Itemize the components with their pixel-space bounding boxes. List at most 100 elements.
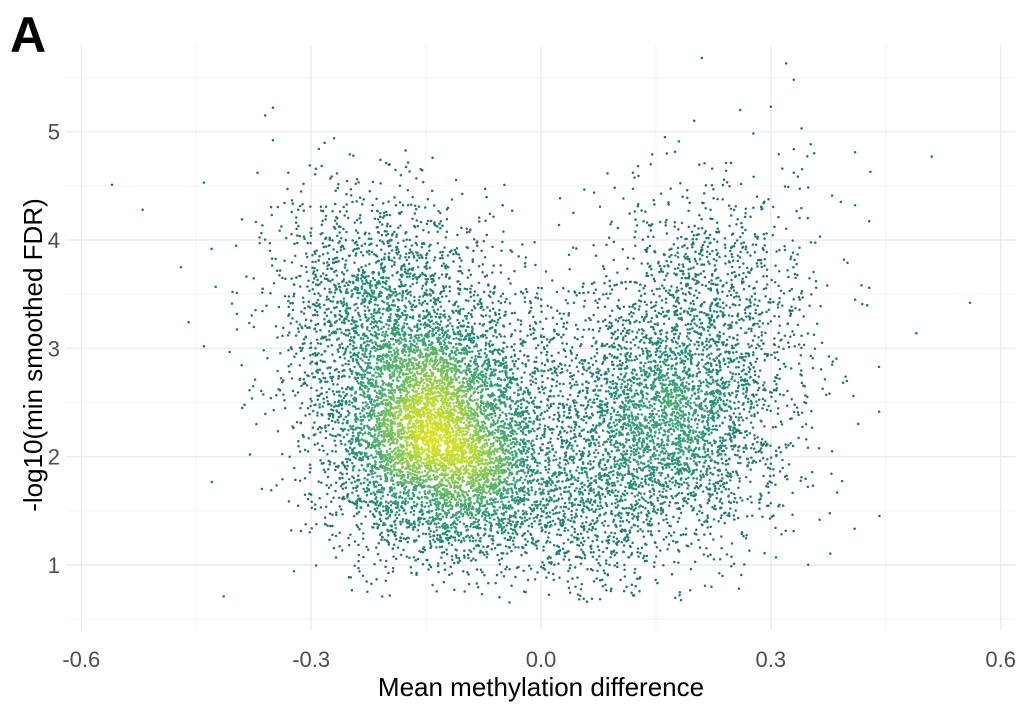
data-point (334, 404, 338, 407)
data-point (797, 343, 801, 346)
data-point (757, 313, 761, 316)
data-point (650, 289, 654, 293)
data-point (299, 406, 302, 410)
data-point (380, 223, 384, 226)
data-point (375, 226, 379, 229)
data-point (778, 301, 781, 304)
data-point (594, 379, 597, 383)
data-point (302, 209, 306, 212)
data-point (281, 334, 284, 338)
data-point (747, 342, 750, 346)
data-point (371, 513, 375, 516)
data-point (320, 427, 323, 430)
data-point (639, 300, 643, 303)
data-point (773, 280, 777, 284)
data-point (583, 556, 587, 560)
data-point (618, 307, 622, 310)
data-point (699, 250, 703, 253)
data-point (435, 546, 438, 549)
data-point (418, 256, 421, 260)
data-point (291, 202, 295, 205)
data-point (284, 277, 287, 281)
data-point (763, 381, 766, 384)
data-point (678, 345, 681, 348)
data-point (674, 596, 677, 600)
data-point (548, 520, 552, 524)
data-point (744, 352, 748, 355)
data-point (697, 538, 700, 542)
data-point (380, 233, 384, 237)
data-point (319, 329, 322, 332)
data-point (524, 386, 528, 390)
data-point (337, 400, 340, 404)
data-point (508, 368, 512, 372)
data-point (591, 539, 594, 543)
data-point (328, 463, 331, 466)
data-point (742, 446, 745, 450)
data-point (323, 318, 326, 321)
data-point (594, 455, 597, 459)
data-point (484, 219, 487, 222)
data-point (828, 392, 831, 395)
data-point (318, 306, 322, 309)
data-point (445, 294, 448, 298)
data-point (557, 562, 560, 565)
data-point (693, 257, 697, 261)
data-point (720, 546, 723, 550)
data-point (767, 491, 770, 494)
data-point (770, 278, 773, 282)
data-point (414, 559, 417, 562)
data-point (786, 269, 789, 272)
data-point (508, 567, 511, 571)
data-point (795, 406, 799, 409)
data-point (425, 280, 429, 283)
data-point (423, 548, 427, 552)
data-point (549, 306, 553, 309)
data-point (665, 331, 669, 334)
data-point (720, 535, 723, 538)
data-point (636, 203, 640, 206)
data-point (306, 241, 309, 245)
data-point (656, 337, 660, 340)
data-point (697, 344, 700, 347)
data-point (753, 379, 756, 383)
data-point (336, 301, 339, 305)
data-point (785, 404, 789, 407)
data-point (371, 180, 375, 184)
data-point (435, 590, 438, 593)
data-point (393, 263, 396, 266)
data-point (399, 273, 403, 277)
data-point (758, 501, 761, 504)
data-point (761, 311, 764, 314)
data-point (801, 296, 804, 299)
data-point (555, 384, 558, 388)
data-point (395, 245, 399, 249)
data-point (542, 563, 546, 567)
data-point (592, 291, 596, 295)
data-point (688, 327, 692, 331)
data-point (400, 210, 403, 214)
data-point (760, 331, 764, 334)
data-point (728, 306, 732, 309)
data-point (562, 348, 566, 351)
data-point (336, 348, 340, 351)
data-point (561, 547, 565, 550)
data-point (721, 574, 724, 578)
data-point (373, 217, 377, 221)
data-point (630, 315, 634, 318)
data-point (355, 523, 358, 527)
data-point (595, 535, 599, 538)
data-point (616, 540, 619, 544)
data-point (753, 433, 756, 437)
data-point (698, 258, 702, 261)
data-point (746, 464, 749, 467)
data-point (485, 545, 489, 549)
data-point (734, 204, 738, 208)
data-point (491, 537, 494, 541)
data-point (318, 368, 322, 372)
data-point (638, 498, 641, 502)
data-point (574, 512, 578, 515)
data-point (684, 323, 688, 327)
data-point (347, 254, 351, 258)
data-point (729, 249, 732, 253)
